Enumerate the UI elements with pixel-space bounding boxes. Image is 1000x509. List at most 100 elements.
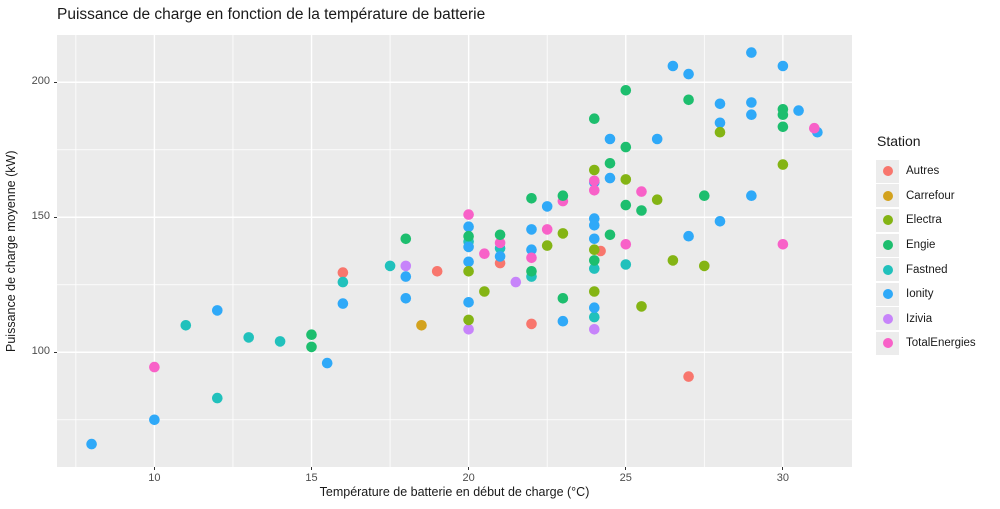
data-point-engie <box>604 158 616 169</box>
data-point-engie <box>777 109 789 120</box>
data-point-ionity <box>777 60 789 72</box>
data-point-ionity <box>557 315 569 327</box>
data-point-ionity <box>714 117 726 129</box>
legend-title: Station <box>877 133 921 149</box>
legend-key <box>876 331 899 355</box>
legend-item-carrefour: Carrefour <box>876 184 976 209</box>
data-point-izivia <box>463 324 474 335</box>
legend-label: Carrefour <box>906 189 955 202</box>
data-point-fastned <box>337 276 349 288</box>
data-point-electra <box>589 164 600 176</box>
data-point-totalenergies <box>494 237 506 249</box>
legend-label: Autres <box>906 165 940 178</box>
data-point-ionity <box>400 271 412 282</box>
data-point-fastned <box>620 259 632 270</box>
legend-key <box>876 307 899 331</box>
data-point-totalenergies <box>777 239 789 250</box>
data-point-autres <box>431 266 443 277</box>
data-point-totalenergies <box>541 224 553 235</box>
legend-swatch-icon <box>882 264 893 275</box>
y-tick-label: 100 <box>31 345 50 358</box>
data-point-ionity <box>400 293 412 304</box>
y-tick-label: 150 <box>31 210 50 223</box>
data-point-electra <box>589 286 600 297</box>
data-point-ionity <box>212 305 223 316</box>
legend-swatch-icon <box>882 166 893 177</box>
data-point-engie <box>494 229 506 241</box>
x-tick-mark <box>625 467 627 470</box>
y-tick-label: 200 <box>31 75 50 88</box>
legend-key <box>876 233 899 257</box>
data-point-engie <box>400 233 412 245</box>
legend-item-engie: Engie <box>876 233 976 258</box>
data-point-electra <box>620 174 632 185</box>
legend-swatch-icon <box>882 289 893 300</box>
data-point-carrefour <box>416 320 427 331</box>
data-point-totalenergies <box>479 248 490 259</box>
data-point-totalenergies <box>526 252 537 264</box>
legend-item-totalenergies: TotalEnergies <box>876 331 976 356</box>
data-point-ionity <box>337 298 349 309</box>
x-axis-title: Température de batterie en début de char… <box>319 485 590 499</box>
data-point-ionity <box>667 60 679 72</box>
data-point-ionity <box>604 133 616 145</box>
x-tick-label: 20 <box>462 472 475 484</box>
data-point-totalenergies <box>589 175 600 187</box>
legend-swatch-icon <box>882 215 893 226</box>
data-point-ionity <box>526 244 537 255</box>
legend-label: TotalEnergies <box>906 337 976 350</box>
x-tick-label: 10 <box>148 472 161 484</box>
data-point-totalenergies <box>809 122 820 134</box>
data-point-engie <box>306 341 317 353</box>
data-point-electra <box>541 240 553 251</box>
data-point-engie <box>683 94 694 106</box>
data-point-ionity <box>793 105 804 116</box>
legend-items: Autres Carrefour Electra Engie Fastned Ionity… <box>876 159 976 356</box>
legend-swatch-icon <box>882 313 893 324</box>
data-point-ionity <box>321 357 333 369</box>
data-point-electra <box>557 228 569 239</box>
data-point-engie <box>589 255 600 266</box>
y-axis-title: Puissance de charge moyenne (kW) <box>4 150 18 352</box>
legend-key <box>876 282 899 306</box>
legend-swatch-icon <box>882 338 893 349</box>
data-point-fastned <box>589 263 600 274</box>
data-point-fastned <box>384 260 396 272</box>
data-point-ionity <box>86 438 97 450</box>
data-point-engie <box>636 205 647 216</box>
data-point-electra <box>589 244 600 255</box>
plot-panel <box>57 35 852 467</box>
data-point-ionity <box>589 302 600 314</box>
data-point-fastned <box>180 320 192 331</box>
data-point-electra <box>667 255 679 266</box>
data-point-engie <box>557 190 569 201</box>
data-point-electra <box>463 266 474 277</box>
data-point-engie <box>620 199 632 211</box>
data-point-fastned <box>212 392 223 404</box>
data-point-autres <box>683 371 694 382</box>
data-point-electra <box>479 286 490 297</box>
legend-item-ionity: Ionity <box>876 282 976 307</box>
y-tick-mark <box>54 81 57 83</box>
legend-label: Izivia <box>906 312 933 325</box>
x-tick-label: 30 <box>776 472 789 484</box>
data-point-fastned <box>589 311 600 323</box>
data-point-ionity <box>149 414 160 426</box>
legend-label: Electra <box>906 214 942 227</box>
data-point-ionity <box>541 201 553 212</box>
legend-item-autres: Autres <box>876 159 976 184</box>
data-point-autres <box>337 267 349 278</box>
data-point-electra <box>777 159 789 170</box>
data-point-engie <box>526 193 537 204</box>
data-point-engie <box>306 329 317 341</box>
data-point-ionity <box>526 224 537 235</box>
legend-item-izivia: Izivia <box>876 307 976 332</box>
data-point-izivia <box>589 324 600 335</box>
x-tick-mark <box>311 467 313 470</box>
data-point-ionity <box>746 109 757 120</box>
data-point-engie <box>463 230 474 242</box>
legend-key <box>876 159 899 183</box>
data-point-ionity <box>683 230 694 242</box>
data-point-ionity <box>714 98 726 110</box>
x-tick-mark <box>153 467 155 470</box>
